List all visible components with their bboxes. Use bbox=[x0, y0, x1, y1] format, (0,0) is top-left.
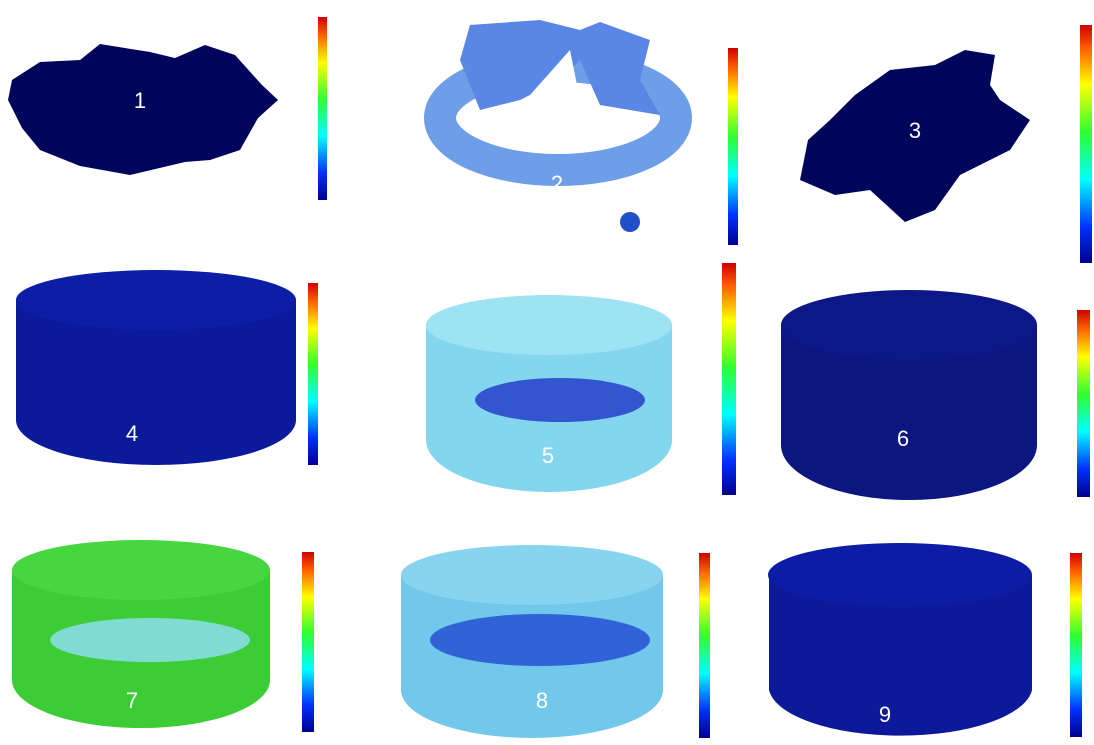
colorbar bbox=[1080, 25, 1092, 263]
colorbar bbox=[302, 552, 314, 732]
panel-6: 6 bbox=[781, 290, 1090, 500]
panel-4: 4 bbox=[16, 270, 318, 465]
panel-label: 4 bbox=[126, 421, 138, 446]
panel-label: 9 bbox=[879, 702, 891, 727]
surface bbox=[426, 295, 672, 355]
colorbar bbox=[1070, 553, 1082, 737]
surface bbox=[50, 618, 250, 662]
colorbar bbox=[699, 553, 710, 738]
panel-label: 5 bbox=[542, 443, 554, 468]
panel-label: 6 bbox=[897, 426, 909, 451]
panel-label: 8 bbox=[536, 688, 548, 713]
figure: 1 2 3 4 5 6 7 8 9 bbox=[0, 0, 1094, 745]
surface bbox=[768, 543, 1032, 607]
panel-3: 3 bbox=[800, 25, 1092, 263]
surface bbox=[12, 540, 270, 600]
surface bbox=[475, 378, 645, 422]
surface bbox=[401, 545, 663, 605]
surface bbox=[16, 270, 296, 330]
colorbar bbox=[318, 17, 327, 200]
panel-7: 7 bbox=[12, 540, 314, 732]
panel-5: 5 bbox=[426, 263, 736, 495]
colorbar bbox=[1077, 310, 1090, 497]
surface bbox=[620, 212, 640, 232]
panel-label: 3 bbox=[909, 118, 921, 143]
panel-2: 2 bbox=[440, 20, 738, 245]
colorbar bbox=[722, 263, 736, 495]
panel-label: 2 bbox=[551, 171, 563, 196]
panel-label: 7 bbox=[126, 688, 138, 713]
colorbar bbox=[308, 283, 318, 465]
surface bbox=[781, 290, 1037, 360]
surface bbox=[430, 614, 650, 666]
panel-8: 8 bbox=[401, 545, 710, 738]
panel-1: 1 bbox=[8, 17, 327, 200]
panel-9: 9 bbox=[768, 543, 1082, 737]
panel-label: 1 bbox=[134, 88, 146, 113]
colorbar bbox=[728, 48, 738, 245]
